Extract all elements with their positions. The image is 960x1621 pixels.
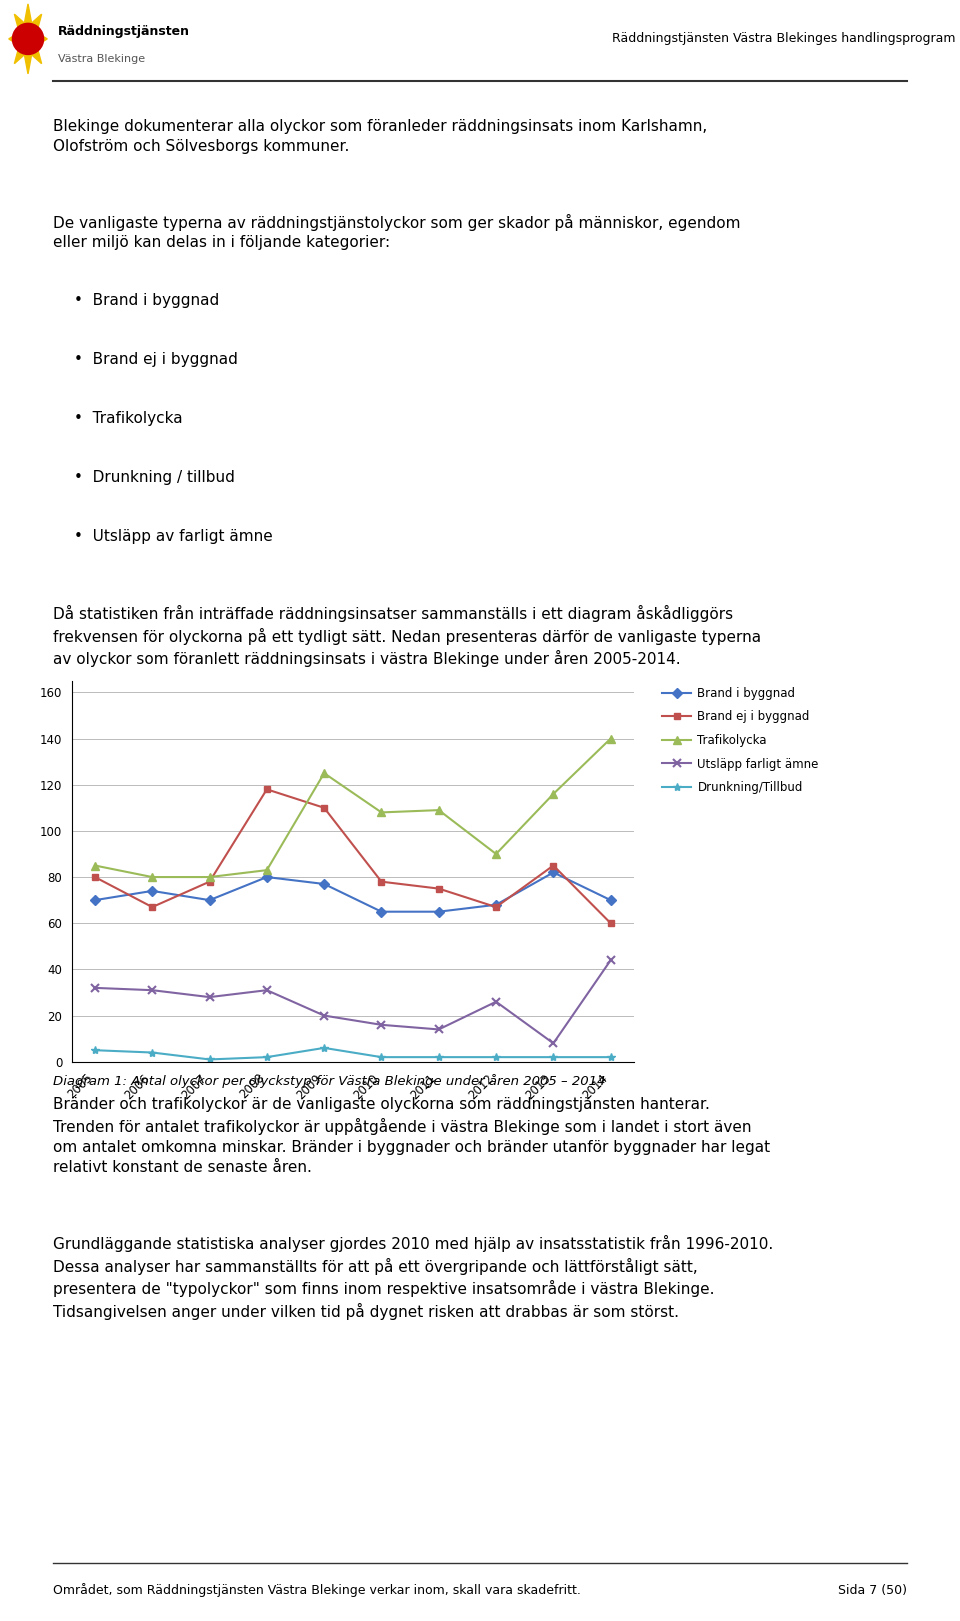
Brand i byggnad xyxy=(433,901,444,921)
Line: Utsläpp farligt ämne: Utsläpp farligt ämne xyxy=(91,956,614,1047)
Brand i byggnad xyxy=(491,895,502,914)
Drunkning/Tillbud xyxy=(89,1041,101,1060)
Utsläpp farligt ämne xyxy=(433,1020,444,1039)
Text: Blekinge dokumenterar alla olyckor som föranleder räddningsinsats inom Karlshamn: Blekinge dokumenterar alla olyckor som f… xyxy=(53,120,708,154)
Drunkning/Tillbud xyxy=(433,1047,444,1067)
Brand i byggnad xyxy=(605,890,616,909)
Trafikolycka xyxy=(147,867,158,887)
Drunkning/Tillbud xyxy=(491,1047,502,1067)
Brand ej i byggnad xyxy=(319,798,330,817)
Line: Trafikolycka: Trafikolycka xyxy=(91,734,614,882)
Text: •  Utsläpp av farligt ämne: • Utsläpp av farligt ämne xyxy=(74,528,273,543)
Utsläpp farligt ämne xyxy=(204,987,215,1007)
Text: Området, som Räddningstjänsten Västra Blekinge verkar inom, skall vara skadefrit: Området, som Räddningstjänsten Västra Bl… xyxy=(53,1584,581,1597)
Utsläpp farligt ämne xyxy=(491,992,502,1012)
Text: Sida 7 (50): Sida 7 (50) xyxy=(838,1584,907,1597)
Brand i byggnad xyxy=(375,901,387,921)
Utsläpp farligt ämne xyxy=(89,977,101,997)
Utsläpp farligt ämne xyxy=(547,1034,559,1054)
Brand ej i byggnad xyxy=(433,879,444,898)
Brand i byggnad xyxy=(204,890,215,909)
Line: Drunkning/Tillbud: Drunkning/Tillbud xyxy=(91,1044,614,1063)
Brand ej i byggnad xyxy=(204,872,215,892)
Text: Grundläggande statistiska analyser gjordes 2010 med hjälp av insatsstatistik frå: Grundläggande statistiska analyser gjord… xyxy=(53,1235,773,1319)
Line: Brand ej i byggnad: Brand ej i byggnad xyxy=(91,786,614,927)
Trafikolycka xyxy=(89,856,101,875)
Trafikolycka xyxy=(491,845,502,864)
Brand ej i byggnad xyxy=(375,872,387,892)
Utsläpp farligt ämne xyxy=(375,1015,387,1034)
Trafikolycka xyxy=(204,867,215,887)
Brand i byggnad xyxy=(547,862,559,882)
Text: De vanligaste typerna av räddningstjänstolyckor som ger skador på människor, ege: De vanligaste typerna av räddningstjänst… xyxy=(53,214,740,250)
Text: •  Drunkning / tillbud: • Drunkning / tillbud xyxy=(74,470,235,485)
Brand i byggnad xyxy=(89,890,101,909)
Text: Då statistiken från inträffade räddningsinsatser sammanställs i ett diagram åskå: Då statistiken från inträffade räddnings… xyxy=(53,605,761,668)
Drunkning/Tillbud xyxy=(375,1047,387,1067)
Brand ej i byggnad xyxy=(261,780,273,799)
Text: •  Trafikolycka: • Trafikolycka xyxy=(74,410,182,426)
Drunkning/Tillbud xyxy=(547,1047,559,1067)
Drunkning/Tillbud xyxy=(605,1047,616,1067)
Brand ej i byggnad xyxy=(89,867,101,887)
Brand ej i byggnad xyxy=(547,856,559,875)
Trafikolycka xyxy=(547,785,559,804)
Brand i byggnad xyxy=(147,882,158,901)
Drunkning/Tillbud xyxy=(261,1047,273,1067)
Brand i byggnad xyxy=(319,874,330,893)
Brand ej i byggnad xyxy=(605,914,616,934)
Text: Räddningstjänsten Västra Blekinges handlingsprogram: Räddningstjänsten Västra Blekinges handl… xyxy=(612,32,955,45)
Trafikolycka xyxy=(261,861,273,880)
Text: Bränder och trafikolyckor är de vanligaste olyckorna som räddningstjänsten hante: Bränder och trafikolyckor är de vanligas… xyxy=(53,1097,770,1175)
Text: •  Brand i byggnad: • Brand i byggnad xyxy=(74,293,220,308)
Drunkning/Tillbud xyxy=(204,1050,215,1070)
Line: Brand i byggnad: Brand i byggnad xyxy=(91,869,614,916)
Legend: Brand i byggnad, Brand ej i byggnad, Trafikolycka, Utsläpp farligt ämne, Drunkni: Brand i byggnad, Brand ej i byggnad, Tra… xyxy=(662,687,819,794)
Trafikolycka xyxy=(605,729,616,749)
Trafikolycka xyxy=(319,763,330,783)
Trafikolycka xyxy=(375,802,387,822)
Utsläpp farligt ämne xyxy=(261,981,273,1000)
Brand i byggnad xyxy=(261,867,273,887)
Utsläpp farligt ämne xyxy=(605,950,616,969)
Polygon shape xyxy=(9,3,47,75)
Brand ej i byggnad xyxy=(491,898,502,917)
Text: Västra Blekinge: Västra Blekinge xyxy=(58,55,145,65)
Text: Diagram 1: Antal olyckor per olyckstyp för Västra Blekinge under åren 2005 – 201: Diagram 1: Antal olyckor per olyckstyp f… xyxy=(53,1075,605,1088)
Drunkning/Tillbud xyxy=(147,1042,158,1062)
Brand ej i byggnad xyxy=(147,898,158,917)
Utsläpp farligt ämne xyxy=(319,1007,330,1026)
Circle shape xyxy=(12,23,43,55)
Text: Räddningstjänsten: Räddningstjänsten xyxy=(58,24,189,37)
Drunkning/Tillbud xyxy=(319,1037,330,1057)
Text: •  Brand ej i byggnad: • Brand ej i byggnad xyxy=(74,352,238,366)
Utsläpp farligt ämne xyxy=(147,981,158,1000)
Trafikolycka xyxy=(433,801,444,820)
